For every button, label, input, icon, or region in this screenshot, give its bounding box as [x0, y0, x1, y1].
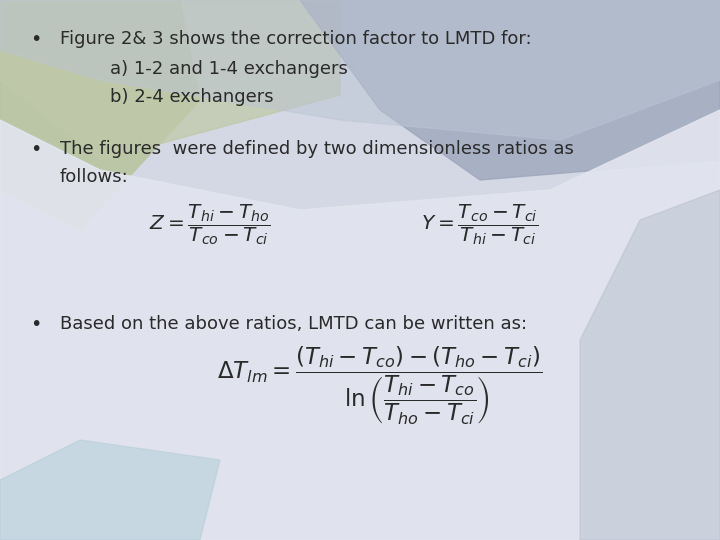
Polygon shape: [580, 190, 720, 540]
Text: •: •: [30, 315, 41, 334]
Text: $Y = \dfrac{T_{co} - T_{ci}}{T_{hi} - T_{ci}}$: $Y = \dfrac{T_{co} - T_{ci}}{T_{hi} - T_…: [421, 202, 539, 247]
Polygon shape: [300, 0, 720, 180]
Polygon shape: [0, 440, 220, 540]
Text: a) 1-2 and 1-4 exchangers: a) 1-2 and 1-4 exchangers: [110, 60, 348, 78]
Polygon shape: [0, 0, 200, 230]
Text: •: •: [30, 30, 41, 49]
Text: Based on the above ratios, LMTD can be written as:: Based on the above ratios, LMTD can be w…: [60, 315, 527, 333]
Text: Figure 2& 3 shows the correction factor to LMTD for:: Figure 2& 3 shows the correction factor …: [60, 30, 531, 48]
Text: follows:: follows:: [60, 168, 129, 186]
Text: $Z = \dfrac{T_{hi} - T_{ho}}{T_{co} - T_{ci}}$: $Z = \dfrac{T_{hi} - T_{ho}}{T_{co} - T_…: [149, 202, 271, 247]
Text: $\Delta T_{lm} = \dfrac{(T_{hi} - T_{co}) - (T_{ho} - T_{ci})}{\ln\left(\dfrac{T: $\Delta T_{lm} = \dfrac{(T_{hi} - T_{co}…: [217, 345, 543, 427]
Polygon shape: [0, 110, 720, 540]
Text: •: •: [30, 140, 41, 159]
Polygon shape: [0, 0, 340, 160]
Text: The figures  were defined by two dimensionless ratios as: The figures were defined by two dimensio…: [60, 140, 574, 158]
Text: b) 2-4 exchangers: b) 2-4 exchangers: [110, 88, 274, 106]
Polygon shape: [0, 0, 720, 140]
